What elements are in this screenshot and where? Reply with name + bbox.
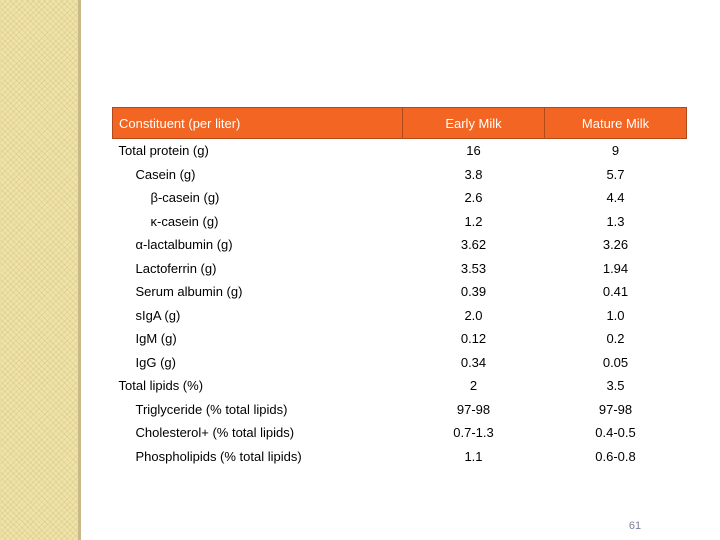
mature-milk-cell: 9: [611, 143, 620, 159]
table-header-row: Constituent (per liter) Early Milk Matur…: [112, 107, 687, 139]
early-milk-cell: 0.7-1.3: [453, 425, 494, 441]
milk-composition-table: Constituent (per liter) Early Milk Matur…: [112, 107, 687, 468]
page-number: 61: [628, 520, 642, 532]
early-milk-cell: 3.53: [460, 260, 487, 276]
early-milk-cell: 0.12: [460, 331, 487, 347]
column-header-early-milk: Early Milk: [402, 107, 545, 139]
early-milk-cell: 16: [466, 143, 481, 159]
constituent-cell: κ-casein (g): [150, 213, 219, 229]
constituent-cell: sIgA (g): [135, 307, 181, 323]
early-milk-cell: 3.62: [460, 237, 487, 253]
table-row: κ-casein (g) 1.2 1.3: [113, 210, 687, 234]
constituent-cell: IgM (g): [135, 331, 177, 347]
early-milk-cell: 1.1: [464, 448, 483, 464]
table-row: Serum albumin (g) 0.39 0.41: [113, 280, 687, 304]
constituent-cell: Casein (g): [135, 166, 196, 182]
constituent-cell: Cholesterol+ (% total lipids): [135, 425, 295, 441]
constituent-cell: Phospholipids (% total lipids): [135, 448, 302, 464]
constituent-cell: Total lipids (%): [118, 378, 204, 394]
sidebar-divider: [78, 0, 81, 540]
table-row: Total lipids (%) 2 3.5: [113, 374, 687, 398]
constituent-cell: Lactoferrin (g): [135, 260, 217, 276]
constituent-cell: IgG (g): [135, 354, 176, 370]
table-body: Total protein (g) 16 9 Casein (g) 3.8 5.7 β-ca…: [113, 139, 687, 469]
early-milk-cell: 1.2: [464, 213, 483, 229]
early-milk-cell: 3.8: [464, 166, 483, 182]
mature-milk-cell: 1.3: [606, 213, 625, 229]
early-milk-cell: 0.34: [460, 354, 487, 370]
constituent-cell: Triglyceride (% total lipids): [135, 401, 288, 417]
early-milk-cell: 97-98: [456, 401, 491, 417]
mature-milk-cell: 1.94: [602, 260, 629, 276]
table-row: Phospholipids (% total lipids) 1.1 0.6-0.8: [113, 445, 687, 469]
constituent-cell: Total protein (g): [118, 143, 209, 159]
table-row: α-lactalbumin (g) 3.62 3.26: [113, 233, 687, 257]
mature-milk-cell: 3.5: [606, 378, 625, 394]
mature-milk-cell: 4.4: [606, 190, 625, 206]
column-header-constituent: Constituent (per liter): [112, 107, 403, 139]
mature-milk-cell: 5.7: [606, 166, 625, 182]
mature-milk-cell: 0.6-0.8: [595, 448, 636, 464]
mature-milk-cell: 0.41: [602, 284, 629, 300]
table-row: Cholesterol+ (% total lipids) 0.7-1.3 0.4-…: [113, 421, 687, 445]
mature-milk-cell: 3.26: [602, 237, 629, 253]
early-milk-cell: 2.0: [464, 307, 483, 323]
constituent-cell: β-casein (g): [150, 190, 220, 206]
constituent-cell: α-lactalbumin (g): [135, 237, 233, 253]
table-row: Lactoferrin (g) 3.53 1.94: [113, 257, 687, 281]
mature-milk-cell: 0.05: [602, 354, 629, 370]
early-milk-cell: 0.39: [460, 284, 487, 300]
early-milk-cell: 2: [469, 378, 478, 394]
column-header-mature-milk: Mature Milk: [544, 107, 687, 139]
table-row: IgM (g) 0.12 0.2: [113, 327, 687, 351]
table-row: β-casein (g) 2.6 4.4: [113, 186, 687, 210]
decorative-sidebar: [0, 0, 78, 540]
constituent-cell: Serum albumin (g): [135, 284, 243, 300]
mature-milk-cell: 0.2: [606, 331, 625, 347]
table-row: IgG (g) 0.34 0.05: [113, 351, 687, 375]
mature-milk-cell: 1.0: [606, 307, 625, 323]
mature-milk-cell: 0.4-0.5: [595, 425, 636, 441]
table-row: Casein (g) 3.8 5.7: [113, 163, 687, 187]
mature-milk-cell: 97-98: [598, 401, 633, 417]
table-row: Triglyceride (% total lipids) 97-98 97-98: [113, 398, 687, 422]
early-milk-cell: 2.6: [464, 190, 483, 206]
table-row: sIgA (g) 2.0 1.0: [113, 304, 687, 328]
table-row: Total protein (g) 16 9: [113, 139, 687, 163]
